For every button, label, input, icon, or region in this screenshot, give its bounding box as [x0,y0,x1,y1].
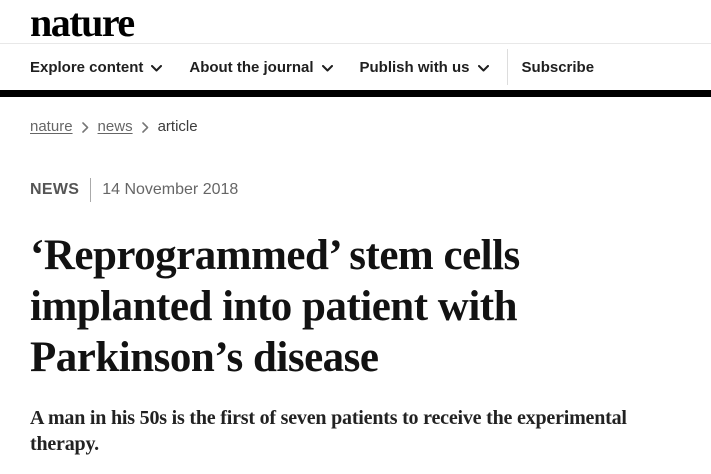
header-black-bar [0,90,711,97]
nature-news-page: nature Explore content About the journal… [0,0,711,457]
article-content: nature news article NEWS 14 November 201… [0,118,711,457]
chevron-down-icon [151,64,163,72]
nav-item-label: Explore content [30,58,144,76]
meta-divider [90,178,92,202]
nav-divider [506,49,508,85]
article-standfirst: A man in his 50s is the first of seven p… [30,407,627,455]
breadcrumb: nature news article [30,118,681,135]
masthead: nature [0,0,711,44]
main-nav: Explore content About the journal Publis… [0,44,711,90]
nav-item-subscribe[interactable]: Subscribe [521,58,595,76]
nav-item-about-the-journal[interactable]: About the journal [189,58,333,76]
article-date: 14 November 2018 [102,181,239,198]
nav-item-label: Publish with us [359,58,470,76]
article-title: ‘Reprogrammed’ stem cells implanted into… [30,232,520,381]
nav-item-publish-with-us[interactable]: Publish with us [360,59,489,76]
breadcrumb-current: article [157,118,198,135]
chevron-down-icon [477,64,489,72]
chevron-right-icon [81,121,89,133]
nav-item-explore-content[interactable]: Explore content [30,58,163,76]
chevron-right-icon [141,121,149,133]
article-kicker: NEWS [30,181,80,198]
breadcrumb-link-nature[interactable]: nature [30,118,73,135]
chevron-down-icon [321,64,333,72]
nature-logo[interactable]: nature [30,0,135,45]
article-meta: NEWS 14 November 2018 [30,178,681,202]
breadcrumb-link-news[interactable]: news [97,118,133,135]
nav-item-label: About the journal [189,58,314,76]
